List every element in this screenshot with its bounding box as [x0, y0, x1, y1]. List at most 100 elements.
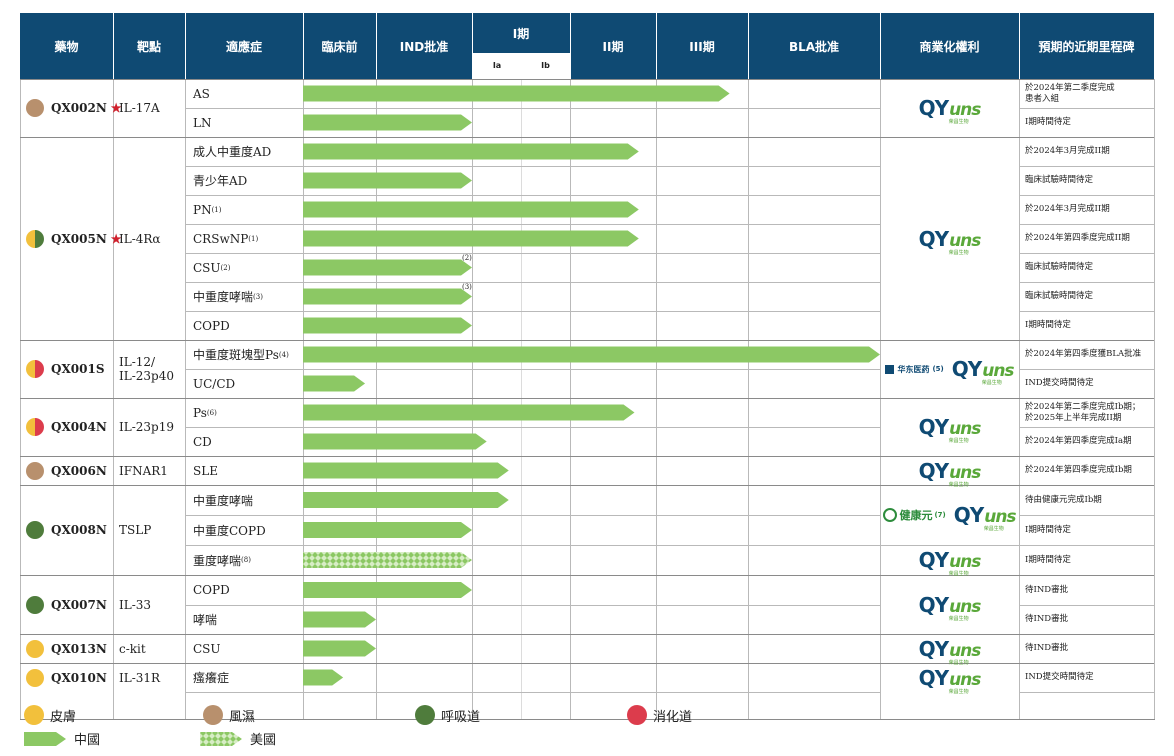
grid-row-line: [1019, 108, 1154, 109]
therapeutic-area-dot: [26, 668, 44, 687]
footnote-mark: (4): [278, 350, 289, 359]
milestone-cell: 於2024年第四季度完成II期: [1025, 233, 1130, 243]
qyuns-logo: QY uns 荣昌生物: [918, 665, 982, 695]
header-phase3: III期: [656, 13, 748, 79]
drug-name: QX002N: [51, 101, 107, 115]
grid-group-line: [20, 398, 1154, 399]
progress-arrow: [303, 201, 639, 218]
milestone-cell: I期時間待定: [1025, 524, 1071, 535]
qyuns-logo-main: QY: [918, 548, 950, 572]
qyuns-logo-main: QY: [918, 415, 950, 439]
grid-group-line: [20, 485, 1154, 486]
grid-row-line: [1019, 253, 1154, 254]
commercial-rights-cell: QY uns 荣昌生物: [880, 545, 1019, 577]
rights-divider: [880, 545, 1019, 546]
header-preclinical: 臨床前: [303, 13, 376, 79]
grid-group-line: [20, 340, 1154, 341]
qyuns-logo-main: QY: [918, 226, 950, 251]
qyuns-logo-accent: uns: [949, 669, 981, 690]
qyuns-logo-accent: uns: [949, 462, 981, 483]
legend-label: 皮膚: [50, 709, 77, 725]
therapeutic-area-dot: [26, 99, 44, 117]
drug-cell: QX007N: [20, 575, 113, 634]
indication-cell: CD: [185, 427, 303, 456]
grid-vline: [113, 79, 114, 719]
grid-vline: [570, 79, 571, 719]
drug-name: QX001S: [51, 362, 105, 376]
progress-arrow: [303, 552, 472, 568]
indication-cell: 中重度哮喘: [185, 485, 303, 515]
therapeutic-area-dot: [26, 595, 44, 614]
indication-label: UC/CD: [193, 376, 236, 391]
milestone-cell: I期時間待定: [1025, 320, 1071, 330]
indication-label: 中重度哮喘: [193, 493, 254, 508]
commercial-rights-cell: QY uns 荣昌生物: [880, 398, 1019, 456]
milestone-cell: 臨床試驗時間待定: [1025, 291, 1094, 301]
qyuns-logo-accent: uns: [949, 419, 981, 439]
milestone-cell: IND提交時間待定: [1025, 378, 1094, 388]
milestone-cell: 臨床試驗時間待定: [1025, 262, 1094, 272]
header-indication: 適應症: [185, 13, 303, 79]
milestone-cell: 待IND審批: [1025, 643, 1069, 653]
drug-name: QX006N: [51, 463, 107, 478]
milestone-cell: I期時間待定: [1025, 117, 1071, 127]
qyuns-logo-sub: 荣昌生物: [948, 438, 969, 444]
header-phase2: II期: [570, 13, 656, 79]
qyuns-logo-main: QY: [918, 96, 950, 120]
indication-label: 哮喘: [193, 613, 218, 627]
footnote-mark: (5): [932, 365, 944, 373]
legend-label: 中國: [74, 733, 101, 748]
grid-row-line: [1019, 427, 1154, 428]
qyuns-logo-accent: uns: [984, 507, 1016, 527]
milestone-cell: 待IND審批: [1025, 614, 1069, 624]
header-divider: [1019, 13, 1020, 79]
legend-dot: [415, 705, 435, 725]
milestone-cell: 待IND審批: [1025, 584, 1069, 595]
grid-row-line: [185, 369, 880, 370]
indication-cell: 成人中重度AD: [185, 137, 303, 166]
indication-cell: UC/CD: [185, 369, 303, 398]
grid-row-line: [1019, 311, 1154, 312]
grid-group-line: [20, 634, 1154, 635]
target-cell: IL-12/ IL-23p40: [119, 355, 174, 383]
grid-row-line: [185, 427, 880, 428]
grid-group-line: [20, 575, 1154, 576]
qyuns-logo-accent: uns: [949, 552, 981, 572]
legend-item: 皮膚: [24, 705, 76, 725]
drug-cell: QX002N ★: [20, 79, 122, 137]
header-divider: [185, 13, 186, 79]
joincare-logo-mark: [883, 508, 898, 522]
indication-label: 青少年AD: [193, 174, 248, 188]
progress-arrow: [303, 404, 635, 421]
progress-arrow: [303, 522, 472, 538]
progress-arrow: [303, 114, 472, 131]
qyuns-logo-accent: uns: [949, 230, 981, 251]
therapeutic-area-dot: [26, 229, 44, 248]
milestone-cell: 於2024年第四季度完成Ia期: [1025, 436, 1132, 446]
header-divider: [880, 13, 881, 79]
drug-cell: QX006N: [20, 456, 113, 485]
grid-row-line: [185, 282, 880, 283]
qyuns-logo: QY uns 荣昌生物: [918, 415, 982, 444]
qyuns-logo-sub: 荣昌生物: [981, 380, 1002, 386]
huadong-logo-mark: [885, 364, 895, 374]
footnote-mark: (7): [934, 511, 946, 519]
legend-item: 風濕: [203, 705, 255, 725]
commercial-rights-cell: QY uns 荣昌生物: [880, 575, 1019, 634]
grid-vline: [880, 79, 881, 719]
header-divider: [748, 13, 749, 79]
grid-vline: [472, 79, 473, 719]
legend-label: 美國: [250, 733, 277, 748]
qyuns-logo-sub: 荣昌生物: [948, 688, 969, 695]
grid-vline: [376, 79, 377, 719]
progress-arrow: [303, 582, 472, 598]
qyuns-logo-main: QY: [918, 665, 950, 690]
commercial-rights-cell: 华东医药 (5) QY uns 荣昌生物: [880, 340, 1019, 398]
drug-cell: QX004N: [20, 398, 113, 456]
indication-label: LN: [193, 115, 212, 130]
qyuns-logo-accent: uns: [982, 361, 1014, 381]
china-arrow-swatch: [24, 731, 66, 746]
grid-vline: [185, 79, 186, 719]
qyuns-logo: QY uns 荣昌生物: [919, 593, 982, 622]
